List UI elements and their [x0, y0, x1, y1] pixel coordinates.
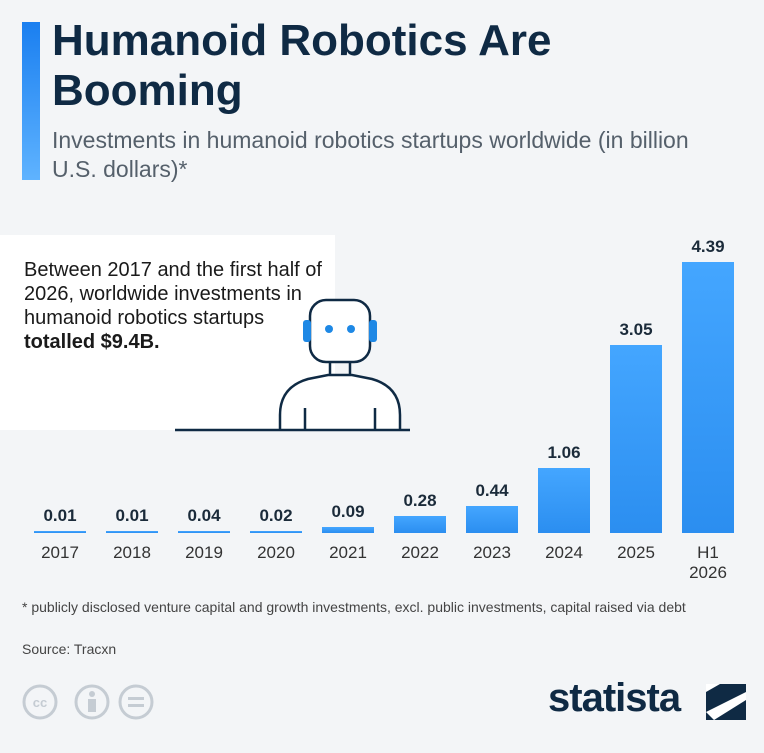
brand-logo [706, 684, 746, 720]
x-tick-label: 2017 [41, 543, 79, 562]
license-icons: cc [22, 684, 154, 720]
annotation: Between 2017 and the first half of 2026,… [24, 258, 324, 354]
value-label: 0.04 [187, 505, 221, 525]
value-label: 0.01 [43, 506, 77, 525]
value-label: 0.44 [475, 480, 509, 500]
chart-subtitle: Investments in humanoid robotics startup… [52, 127, 689, 182]
bar [322, 527, 374, 533]
footnote: * publicly disclosed venture capital and… [22, 599, 686, 615]
source: Source: Tracxn [22, 641, 117, 657]
annotation-box [0, 235, 335, 430]
bar [610, 344, 662, 533]
bar [394, 515, 446, 533]
bar [106, 531, 158, 533]
x-tick-label: 2024 [545, 543, 583, 562]
x-tick-label: 2018 [113, 543, 151, 562]
bar [178, 530, 230, 533]
robot-icon [175, 298, 410, 432]
bar [34, 531, 86, 533]
annotation-highlight: totalled $9.4B. [24, 331, 160, 353]
brand: statista [548, 676, 681, 720]
x-tick-label: 2019 [185, 543, 223, 562]
x-tick-label: 2025 [617, 543, 655, 562]
x-tick-label: 2022 [401, 543, 439, 562]
chart-title: Humanoid Robotics Are Booming [52, 16, 552, 115]
bar-chart: 0.01 2017 0.01 2018 0.04 2019 0.02 2020 0.09 2021… [34, 237, 734, 582]
value-label: 0.01 [115, 506, 149, 525]
value-label: 0.02 [259, 506, 293, 525]
x-tick-label: H1 2026 [689, 543, 727, 582]
bar [538, 467, 590, 533]
x-tick-label: 2023 [473, 543, 511, 562]
bar [682, 262, 734, 533]
value-label: 0.09 [331, 502, 365, 522]
annotation-text: Between 2017 and the first half of 2026,… [24, 259, 322, 329]
x-tick-label: 2020 [257, 543, 295, 562]
svg-text:cc: cc [33, 695, 47, 710]
bar [250, 531, 302, 533]
x-tick-label: 2021 [329, 543, 367, 562]
value-label: 1.06 [547, 442, 581, 462]
bar [466, 505, 518, 533]
value-label: 0.28 [403, 490, 437, 510]
value-label: 3.05 [619, 319, 653, 339]
value-label: 4.39 [691, 237, 725, 256]
accent-bar [22, 22, 40, 180]
